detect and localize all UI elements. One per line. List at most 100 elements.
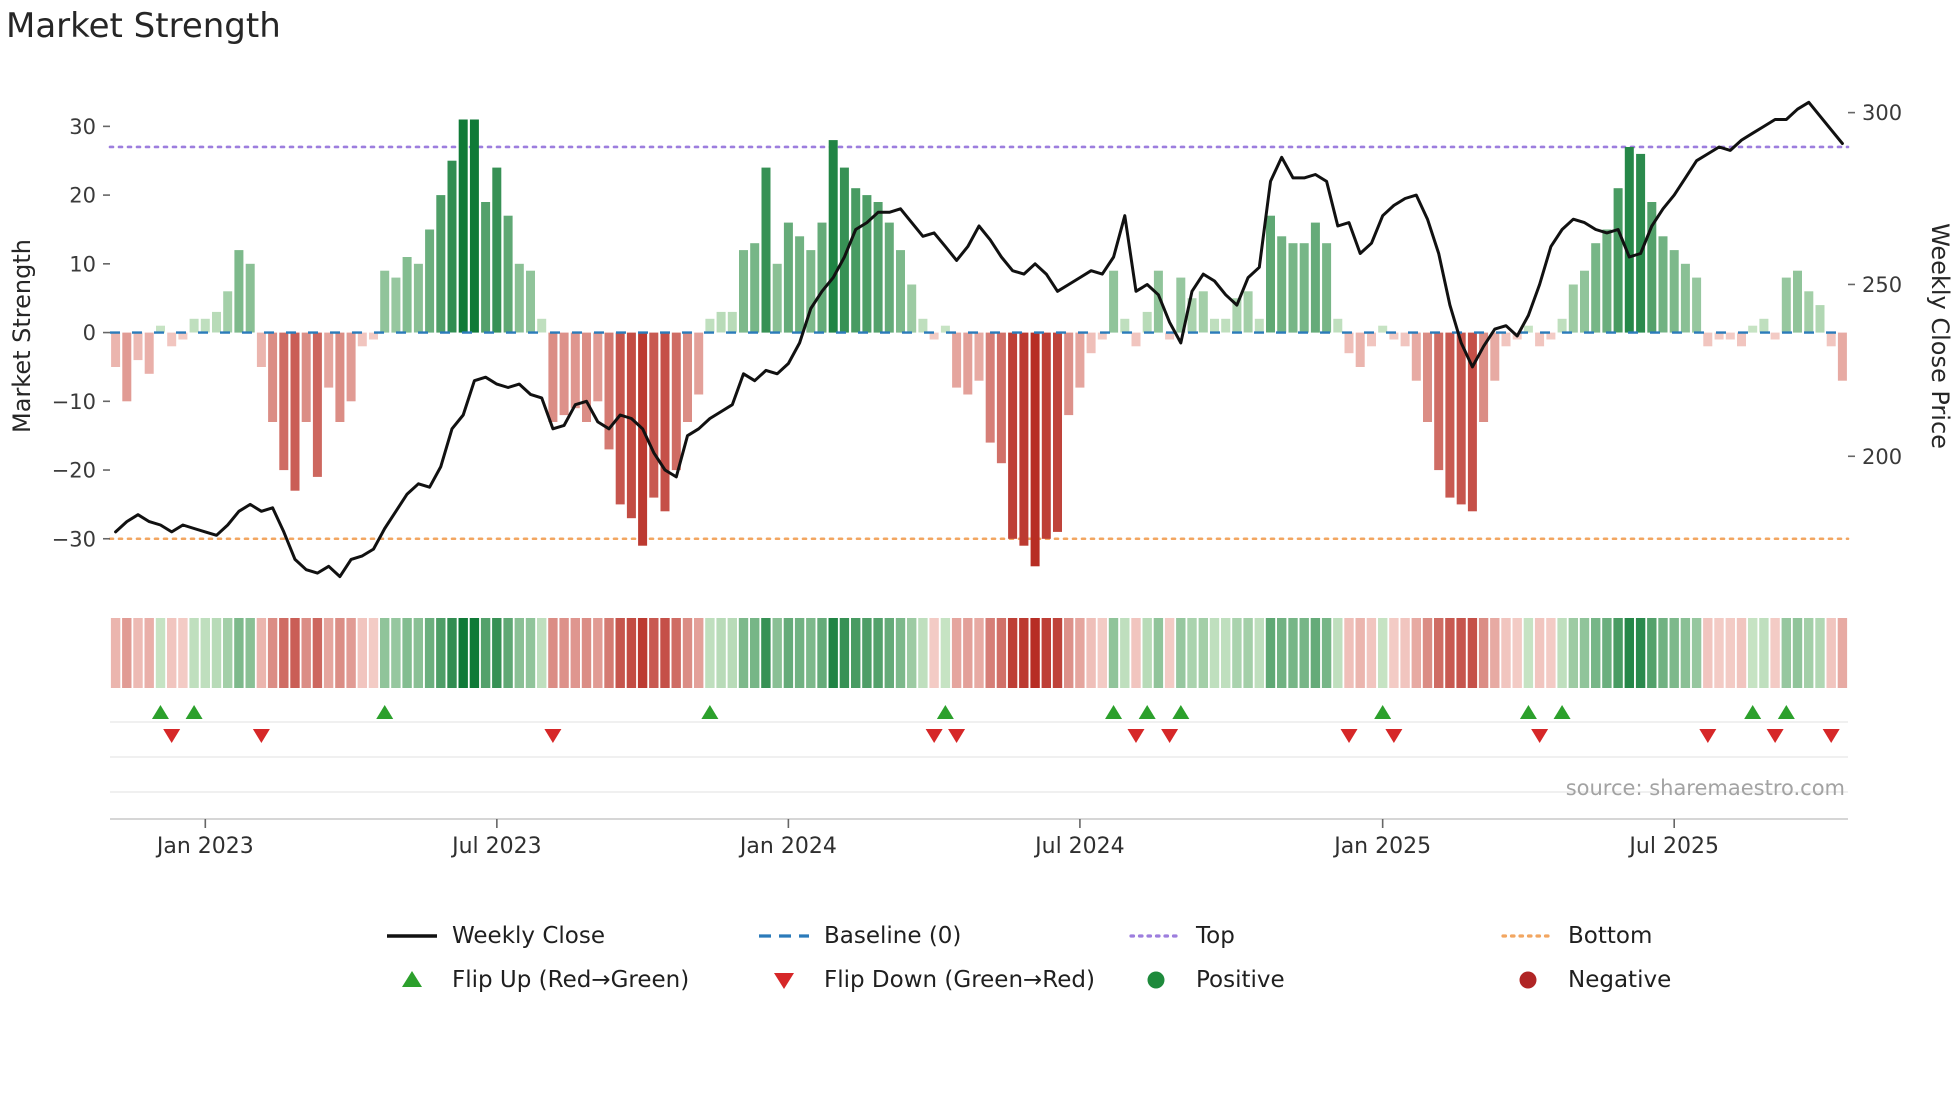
strength-bar (1389, 332, 1399, 340)
heatmap-cell (884, 618, 894, 688)
flip-down-marker (1385, 729, 1403, 743)
strength-bar (1299, 243, 1309, 333)
flip-down-marker (1340, 729, 1358, 743)
heatmap-cell (761, 618, 771, 688)
heatmap-cell (279, 618, 289, 688)
strength-bar (312, 332, 322, 477)
strength-bar (839, 167, 849, 333)
strength-bar (716, 311, 726, 333)
strength-bar (582, 332, 591, 422)
heatmap-cell (862, 618, 872, 688)
strength-bar (402, 257, 412, 333)
strength-bar (974, 332, 984, 381)
heatmap-cell (1265, 618, 1276, 688)
right-axis-label: Weekly Close Price (1926, 223, 1954, 449)
heatmap-cell (380, 618, 390, 688)
heatmap-cell (694, 618, 704, 688)
heatmap-cell (1725, 618, 1735, 688)
heatmap-cell (1422, 618, 1433, 688)
legend-swatch-line (387, 934, 437, 938)
strength-bar (1680, 263, 1690, 333)
heatmap-cell (525, 618, 536, 688)
strength-bar (896, 250, 905, 333)
flip-up-marker (1777, 705, 1795, 719)
heatmap-cell (1804, 618, 1814, 688)
heatmap-cell (940, 618, 951, 688)
legend-label: Bottom (1568, 923, 1653, 949)
left-tick-label: 10 (69, 252, 96, 276)
flip-down-marker (1161, 729, 1179, 743)
heatmap-cell (1131, 618, 1141, 688)
legend-swatch-dotted-line (1129, 934, 1183, 938)
heatmap-cell (1299, 618, 1309, 688)
legend-swatch-dotted-line (1501, 934, 1555, 938)
flip-down-marker (1531, 729, 1549, 743)
heatmap-cell (705, 618, 715, 688)
heatmap-cell (1153, 618, 1164, 688)
heatmap-cell (1232, 618, 1242, 688)
strength-bar (1120, 318, 1130, 333)
legend-item-positive: Positive (1128, 962, 1500, 998)
heatmap-cell (716, 618, 726, 688)
heatmap-cell (110, 618, 121, 688)
heatmap-cell (1243, 618, 1253, 688)
strength-bar (335, 332, 345, 422)
heatmap-cell (1837, 618, 1848, 688)
weekly-close-line (114, 100, 1844, 579)
heatmap-cell (178, 618, 188, 688)
strength-bar (727, 311, 737, 333)
strength-bar (1142, 311, 1152, 333)
heatmap-cell (1434, 618, 1444, 688)
heatmap-cell (256, 618, 267, 688)
heatmap-cell (1680, 618, 1691, 688)
strength-bar (1187, 298, 1197, 333)
strength-bar (873, 202, 883, 333)
strength-bar (806, 250, 816, 333)
flip-down-marker (1699, 729, 1717, 743)
strength-bar (200, 318, 210, 333)
strength-bar (1445, 332, 1455, 498)
heatmap-cell (559, 618, 569, 688)
strength-bar (1277, 236, 1287, 333)
heatmap-cell (1288, 618, 1298, 688)
strength-bar (111, 332, 121, 367)
strength-bar (167, 332, 177, 347)
heatmap-cell (1400, 618, 1410, 688)
heatmap-cell (839, 618, 850, 688)
strength-bar (1378, 325, 1388, 333)
heatmap-cell (1075, 618, 1085, 688)
left-tick-label: 30 (69, 115, 96, 139)
strength-bar (1041, 332, 1051, 539)
flip-up-marker (185, 705, 203, 719)
heatmap-cell (851, 618, 861, 688)
flip-down-marker (1766, 729, 1784, 743)
heatmap-cell (1826, 618, 1836, 688)
heatmap-cell (469, 618, 480, 688)
strength-bar (234, 250, 244, 333)
strength-bar (548, 332, 558, 422)
strength-bar (122, 332, 132, 402)
flip-down-markers (163, 729, 1840, 743)
strength-bar (683, 332, 692, 422)
strength-bar (279, 332, 289, 471)
strength-bar (817, 222, 827, 333)
heatmap-cell (189, 618, 199, 688)
strength-bar (615, 332, 625, 505)
strength-bar (447, 160, 457, 333)
heatmap-cell (357, 618, 367, 688)
heatmap-cell (1501, 618, 1511, 688)
strength-bar (514, 263, 524, 333)
heatmap-cell (817, 618, 827, 688)
x-tick-label: Jul 2024 (1033, 834, 1125, 859)
heatmap-cell (346, 618, 356, 688)
flip-down-marker (163, 729, 181, 743)
strength-bar (1064, 332, 1074, 416)
heatmap-cell (637, 618, 648, 688)
heatmap-cell (1703, 618, 1713, 688)
heatmap-cell (223, 618, 233, 688)
heatmap-cell (1624, 618, 1634, 688)
strength-bar (1097, 332, 1107, 340)
legend-item-baseline-0: Baseline (0) (756, 918, 1128, 954)
strength-bar (828, 140, 838, 333)
heatmap-cell (660, 618, 670, 688)
